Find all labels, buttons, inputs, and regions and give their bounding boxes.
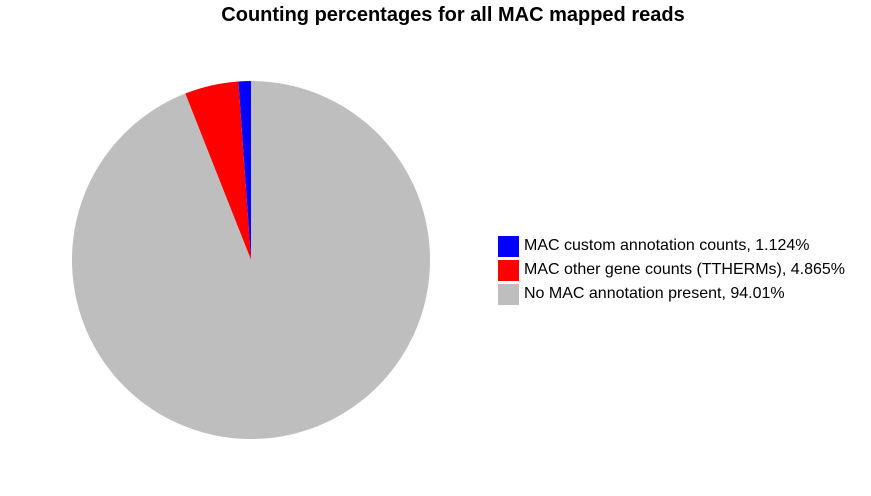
legend-label-no-annotation: No MAC annotation present, 94.01% bbox=[524, 285, 785, 302]
legend-swatch-no-annotation bbox=[498, 283, 519, 305]
legend-label-other-gene: MAC other gene counts (TTHERMs), 4.865% bbox=[524, 261, 846, 278]
legend-item-custom-annotation: MAC custom annotation counts, 1.124% bbox=[498, 234, 845, 258]
legend-item-no-annotation: No MAC annotation present, 94.01% bbox=[498, 282, 845, 306]
legend-swatch-custom-annotation bbox=[498, 235, 519, 257]
legend-label-custom-annotation: MAC custom annotation counts, 1.124% bbox=[524, 237, 810, 254]
pie-slices bbox=[71, 81, 430, 439]
chart-title: Counting percentages for all MAC mapped … bbox=[221, 4, 685, 26]
legend-item-other-gene: MAC other gene counts (TTHERMs), 4.865% bbox=[498, 258, 845, 282]
legend-swatch-other-gene bbox=[498, 259, 519, 281]
pie-slice-custom-annotation bbox=[238, 81, 251, 260]
legend: MAC custom annotation counts, 1.124% MAC… bbox=[498, 234, 845, 306]
pie-slice-no-annotation bbox=[71, 81, 430, 439]
pie-slice-other-gene bbox=[185, 81, 251, 260]
